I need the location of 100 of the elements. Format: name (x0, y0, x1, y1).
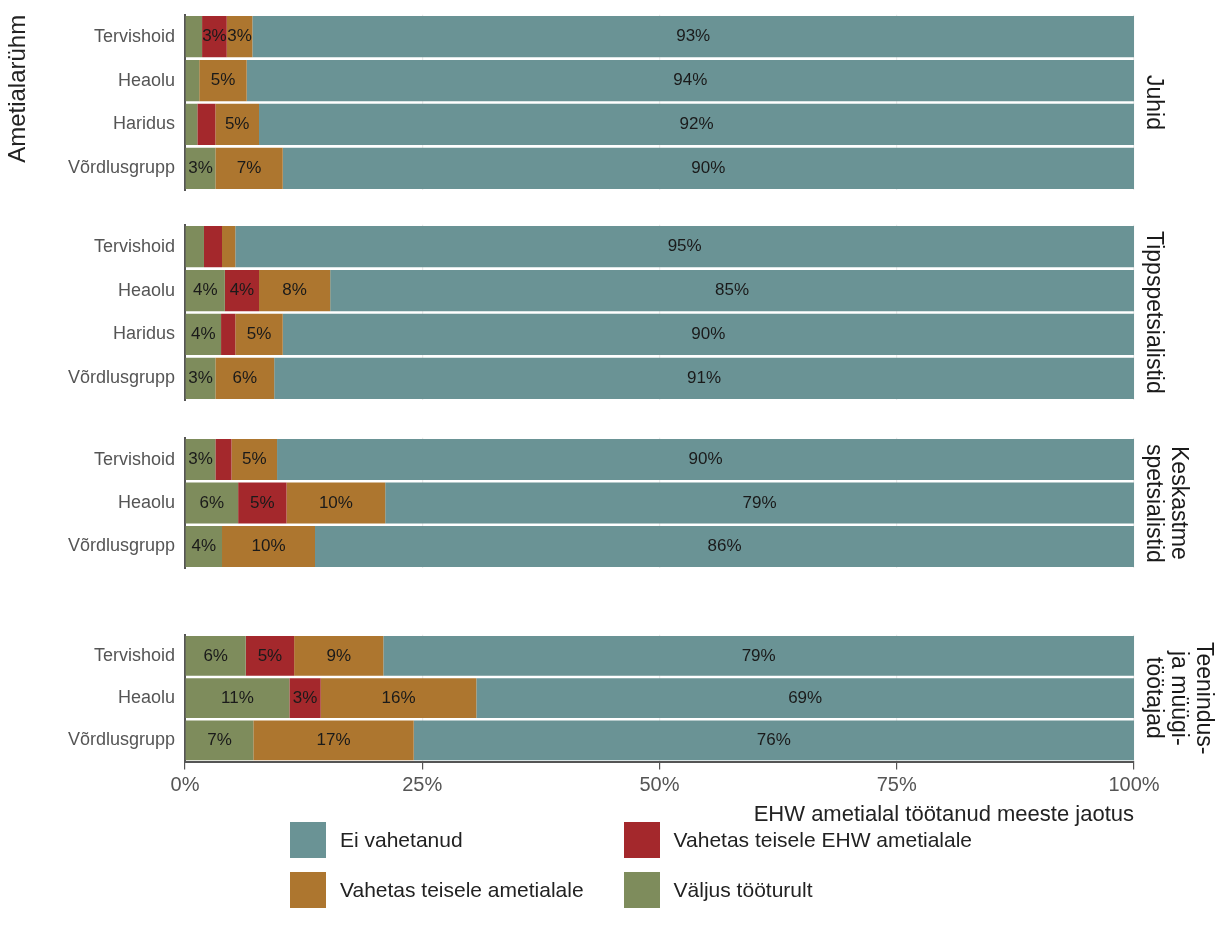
bar (221, 313, 236, 356)
y-tick-label: Võrdlusgrupp (67, 535, 175, 556)
bar (383, 636, 1134, 676)
data-label: 94% (673, 70, 708, 90)
data-label: 16% (381, 687, 416, 707)
bar (185, 103, 198, 146)
y-tick-label: Tervishoid (93, 25, 175, 46)
bar (185, 720, 254, 761)
bar (277, 439, 1134, 480)
bar (215, 147, 283, 189)
bar (235, 226, 1134, 268)
data-label: 11% (221, 687, 254, 707)
bar (185, 678, 290, 719)
data-label: 3% (292, 687, 318, 707)
bar (252, 16, 1134, 58)
bar (215, 103, 260, 146)
bar (259, 103, 1134, 146)
bar (185, 59, 200, 102)
data-label: 6% (203, 645, 228, 665)
x-tick-label: 100% (1108, 773, 1160, 796)
data-label: 92% (679, 114, 714, 134)
bar (215, 357, 275, 399)
bar (286, 482, 386, 524)
text: Tippspetsialistid (1142, 231, 1168, 394)
bar (185, 226, 204, 268)
data-label: 5% (224, 114, 250, 134)
y-tick-label: Heaolu (117, 491, 175, 512)
data-label: 10% (318, 492, 353, 512)
bar (476, 678, 1134, 719)
legend-label: Vahetas teisele ametialale (340, 878, 584, 902)
data-label: 90% (691, 157, 726, 177)
bar (185, 16, 203, 58)
data-label: 7% (207, 730, 232, 750)
data-label: 10% (251, 536, 286, 556)
data-label: 5% (210, 70, 236, 90)
bar (315, 526, 1134, 567)
y-tick-label: Haridus (112, 113, 175, 134)
data-label: 5% (241, 449, 267, 469)
data-label: 6% (232, 367, 258, 387)
bar (282, 147, 1134, 189)
y-tick-label: Võrdlusgrupp (67, 729, 175, 750)
legend-label: Vahetas teisele EHW ametialale (673, 828, 973, 852)
data-label: 3% (188, 157, 213, 177)
text: Juhid (1142, 75, 1168, 130)
data-label: 5% (246, 324, 272, 344)
data-label: 76% (756, 730, 791, 750)
y-tick-label: Heaolu (117, 69, 175, 90)
data-label: 3% (227, 26, 252, 46)
bar (231, 439, 278, 480)
data-label: 86% (707, 536, 742, 556)
bar (222, 526, 316, 567)
data-label: 93% (676, 26, 711, 46)
y-tick-label: Võrdlusgrupp (67, 367, 175, 388)
data-label: 5% (257, 645, 283, 665)
data-label: 91% (687, 367, 722, 387)
data-label: 7% (236, 157, 262, 177)
y-tick-label: Haridus (112, 323, 175, 344)
data-label: 4% (229, 280, 255, 300)
bar (235, 313, 283, 356)
data-label: 3% (202, 26, 227, 46)
bar (199, 59, 247, 102)
y-tick-label: Tervishoid (93, 448, 175, 469)
data-label: 8% (282, 280, 307, 300)
bar (222, 226, 236, 268)
bar (203, 226, 223, 268)
y-tick-label: Heaolu (117, 687, 175, 708)
legend-label: Ei vahetanud (340, 828, 463, 852)
text: Teenindus- ja müügi- töötajad (1142, 641, 1218, 755)
data-label: 4% (191, 324, 216, 344)
y-tick-label: Võrdlusgrupp (67, 157, 175, 178)
bar (197, 103, 216, 146)
data-label: 4% (191, 536, 217, 556)
bar (238, 482, 287, 524)
data-label: 79% (742, 492, 777, 512)
y-tick-label: Tervishoid (93, 644, 175, 665)
bar (246, 59, 1134, 102)
x-tick-label: 50% (639, 773, 680, 796)
data-label: 5% (250, 492, 275, 512)
data-label: 69% (788, 687, 823, 707)
bar (320, 678, 477, 719)
bar (413, 720, 1134, 761)
y-tick-label: Tervishoid (93, 235, 175, 256)
data-label: 4% (192, 280, 218, 300)
data-label: 85% (715, 280, 750, 300)
text: Keskastme spetsialistid (1142, 443, 1193, 563)
bar (274, 357, 1134, 399)
x-tick-label: 25% (402, 773, 443, 796)
bar (282, 313, 1134, 356)
y-axis-title: Ametialarühm (3, 14, 31, 163)
x-axis-title: EHW ametialal töötanud meeste jaotus (753, 800, 1134, 826)
bar (330, 269, 1134, 312)
y-tick-label: Heaolu (117, 279, 175, 300)
legend-label: Väljus tööturult (673, 878, 813, 902)
data-label: 17% (316, 730, 351, 750)
bar (215, 439, 232, 480)
bar (294, 636, 384, 676)
data-label: 90% (691, 324, 726, 344)
data-label: 3% (188, 449, 213, 469)
bar (185, 636, 246, 676)
data-label: 79% (741, 645, 776, 665)
